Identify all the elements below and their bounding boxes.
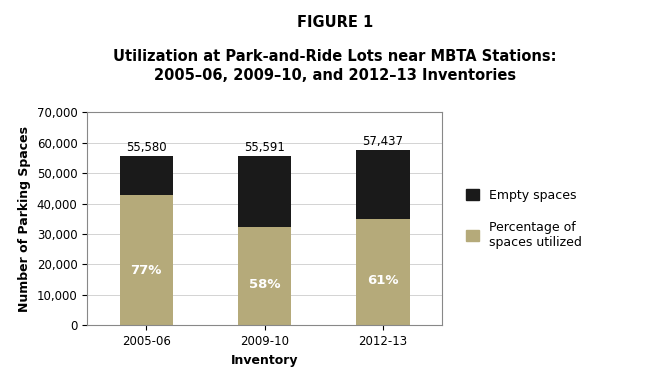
Bar: [238, 227, 291, 325]
Text: Utilization at Park-and-Ride Lots near MBTA Stations:
2005–06, 2009–10, and 2012: Utilization at Park-and-Ride Lots near M…: [113, 49, 557, 83]
Legend: Empty spaces, Percentage of
spaces utilized: Empty spaces, Percentage of spaces utili…: [466, 189, 582, 249]
Bar: [120, 195, 173, 325]
Text: 55,591: 55,591: [244, 141, 285, 154]
Text: 58%: 58%: [249, 278, 281, 291]
Bar: [356, 219, 409, 325]
Bar: [238, 156, 291, 227]
Text: 55,580: 55,580: [126, 141, 167, 154]
Text: 57,437: 57,437: [362, 135, 403, 148]
X-axis label: Inventory: Inventory: [231, 354, 298, 367]
Bar: [356, 150, 409, 219]
Y-axis label: Number of Parking Spaces: Number of Parking Spaces: [18, 126, 31, 312]
Text: 77%: 77%: [131, 264, 162, 277]
Bar: [120, 156, 173, 195]
Text: FIGURE 1: FIGURE 1: [297, 15, 373, 30]
Text: 61%: 61%: [367, 274, 399, 287]
